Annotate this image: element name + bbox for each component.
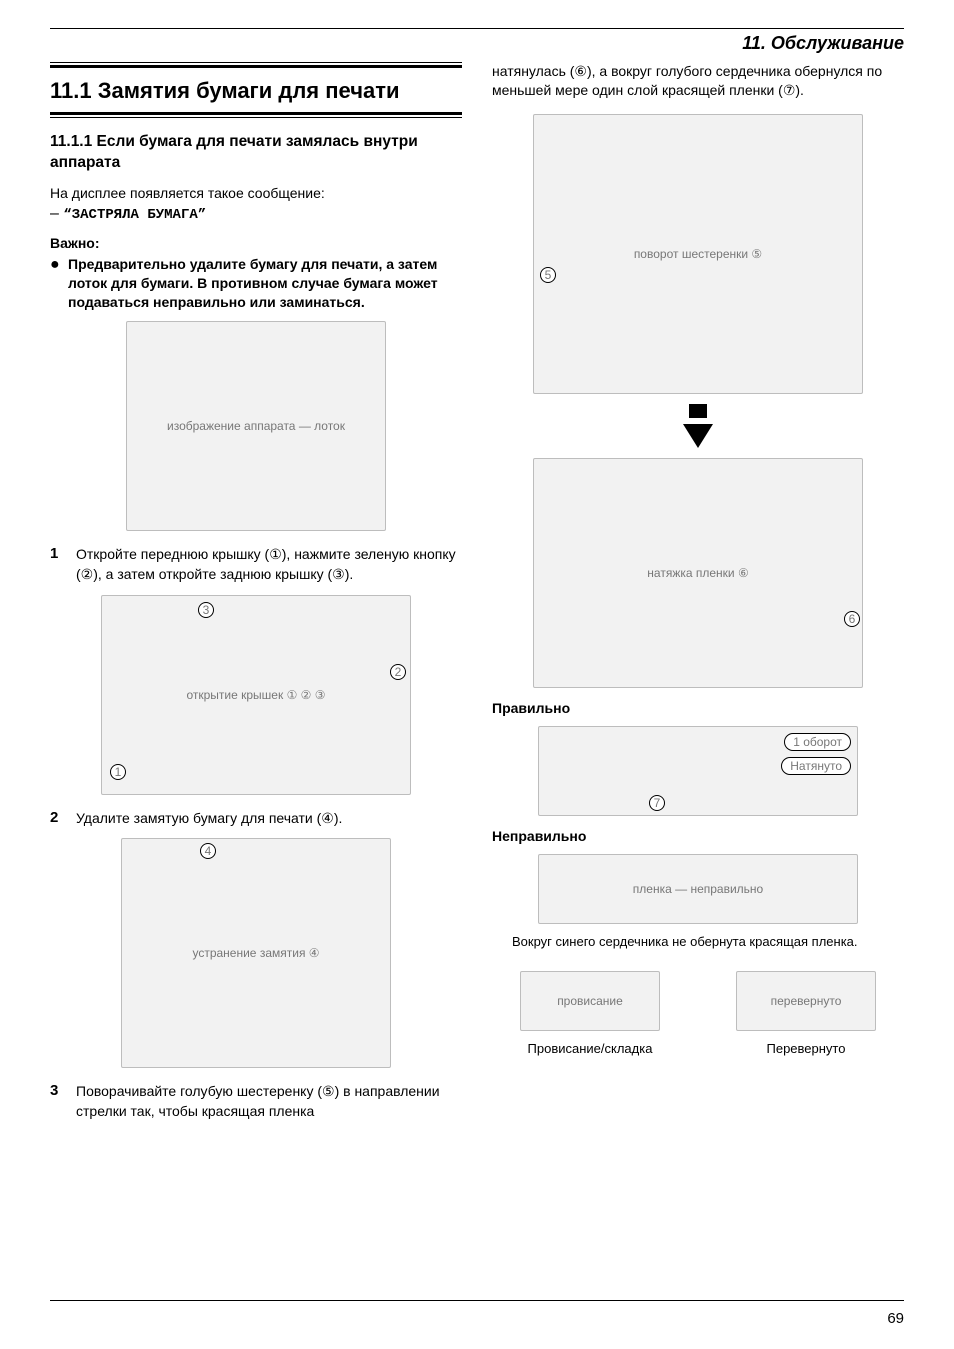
caption-wrong: Вокруг синего сердечника не обернута кра… [512,934,904,951]
figure-fax-upright: изображение аппарата — лоток [126,321,386,531]
incorrect-label: Неправильно [492,828,904,844]
right-column: натянулась (⑥), а вокруг голубого сердеч… [492,62,904,1121]
callout-1: 1 [110,764,126,780]
callout-5: 5 [540,267,556,283]
figure-placeholder: поворот шестеренки ⑤ [634,247,762,261]
figure-placeholder: открытие крышек ① ② ③ [186,688,325,702]
rule-thin [50,62,462,63]
step-2-number: 2 [50,809,76,829]
balloon-turn: 1 оборот [784,733,851,751]
figure-gear-bottom: натяжка пленки ⑥ 6 [533,458,863,688]
figure-placeholder: провисание [557,994,623,1008]
important-text: Предварительно удалите бумагу для печати… [68,255,462,312]
callout-6: 6 [844,611,860,627]
rule-thick-2 [50,112,462,115]
display-message: “ЗАСТРЯЛА БУМАГА” [63,207,206,223]
arrow-stem [689,404,707,418]
bottom-rule [50,1300,904,1301]
callout-2: 2 [390,664,406,680]
continuation-text: натянулась (⑥), а вокруг голубого сердеч… [492,62,904,100]
caption-flip: Перевернуто [708,1041,904,1058]
figure-film-correct: 1 оборот Натянуто 7 [538,726,858,816]
important-label: Важно: [50,235,462,251]
figure-placeholder: натяжка пленки ⑥ [647,566,748,580]
arrow-down-icon [683,424,713,448]
step-1-number: 1 [50,545,76,584]
bullet-dot: ● [50,255,68,312]
arrow-down-block [492,404,904,448]
rule-thick [50,65,462,68]
figure-placeholder: изображение аппарата — лоток [167,419,345,433]
figure-placeholder: пленка — неправильно [633,882,763,896]
figure-fax-jam: устранение замятия ④ 4 [121,838,391,1068]
figure-placeholder: перевернуто [771,994,842,1008]
section-title: 11.1 Замятия бумаги для печати [50,78,462,104]
dash: – [50,205,63,222]
display-intro: На дисплее появляется такое сообщение: [50,184,462,203]
figure-fax-open: открытие крышек ① ② ③ 3 2 1 [101,595,411,795]
step-3-number: 3 [50,1082,76,1121]
balloon-tight: Натянуто [781,757,851,775]
callout-7: 7 [649,795,665,811]
page-number: 69 [887,1310,904,1327]
figure-placeholder: устранение замятия ④ [192,946,319,960]
subsection-title: 11.1.1 Если бумага для печати замялась в… [50,132,462,174]
figure-gear-top: поворот шестеренки ⑤ 5 [533,114,863,394]
figure-film-wrong1: пленка — неправильно [538,854,858,924]
top-rule [50,28,904,29]
caption-sag: Провисание/складка [492,1041,688,1058]
callout-3: 3 [198,602,214,618]
step-3-text: Поворачивайте голубую шестеренку (⑤) в н… [76,1082,462,1121]
step-1-text: Откройте переднюю крышку (①), нажмите зе… [76,545,462,584]
left-column: 11.1 Замятия бумаги для печати 11.1.1 Ес… [50,62,462,1121]
chapter-header: 11. Обслуживание [50,33,904,54]
figure-film-sag: провисание [520,971,660,1031]
correct-label: Правильно [492,700,904,716]
figure-film-flip: перевернуто [736,971,876,1031]
callout-4: 4 [200,843,216,859]
rule-thin-2 [50,117,462,118]
step-2-text: Удалите замятую бумагу для печати (④). [76,809,462,829]
